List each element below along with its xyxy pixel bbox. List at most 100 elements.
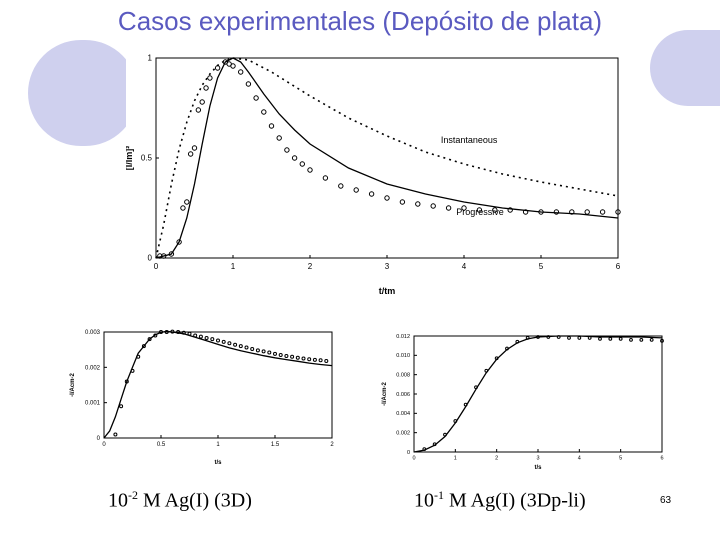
y-tick-label: 0.010 <box>396 353 410 359</box>
data-point-experimental <box>461 205 467 211</box>
data-point-experimental <box>267 350 272 355</box>
data-point-experimental <box>159 330 163 334</box>
data-point-experimental <box>660 338 664 343</box>
data-point-experimental <box>384 195 390 201</box>
caption-3dp-li-exponent: -1 <box>434 488 444 502</box>
data-point-experimental <box>198 334 203 339</box>
caption-3d: 10-2 M Ag(I) (3D) <box>108 488 252 513</box>
data-point-experimental <box>210 337 215 342</box>
data-point-experimental <box>141 344 146 349</box>
x-tick-label: 3 <box>536 456 539 462</box>
x-tick-label: 0 <box>412 456 415 462</box>
data-point-experimental <box>221 339 226 344</box>
y-axis-label: -I/Acm-2 <box>70 373 76 397</box>
x-tick-label: 6 <box>616 262 621 271</box>
data-point-experimental <box>584 209 590 215</box>
data-point-experimental <box>445 205 452 211</box>
data-point-experimental <box>124 379 129 384</box>
y-tick-label: 0.5 <box>141 154 153 163</box>
x-tick-label: 2 <box>330 442 334 448</box>
x-tick-label: 1 <box>454 456 457 462</box>
y-tick-label: 0.008 <box>396 373 410 379</box>
y-tick-label: 1 <box>148 54 153 63</box>
x-tick-label: 4 <box>578 456 581 462</box>
data-point-experimental <box>515 339 520 344</box>
data-point-experimental <box>273 351 277 356</box>
data-point-experimental <box>278 352 283 357</box>
data-point-experimental <box>168 251 175 257</box>
data-point-experimental <box>147 337 152 342</box>
annotation-progressive: Progressive <box>456 207 504 217</box>
data-point-experimental <box>368 191 375 197</box>
data-point-experimental <box>474 385 478 390</box>
x-axis-label: t/tm <box>379 286 396 296</box>
chart-3dp-li-svg: 0 1 2 3 4 5 6 0 0.002 0.004 0.006 0.008 0.010 0.012 t/… <box>382 334 664 471</box>
series-line-model <box>103 330 333 439</box>
data-point-experimental <box>238 69 244 75</box>
data-point-experimental <box>261 349 266 354</box>
data-point-experimental <box>253 95 259 101</box>
data-point-experimental <box>553 209 560 215</box>
data-point-experimental <box>322 175 329 181</box>
data-point-experimental <box>307 167 313 173</box>
x-tick-label: 1 <box>231 262 236 271</box>
data-point-experimental <box>187 151 194 157</box>
plot-frame <box>103 331 333 439</box>
data-point-experimental <box>184 199 190 205</box>
data-point-experimental <box>176 330 181 334</box>
data-point-experimental <box>176 239 182 245</box>
x-tick-label: 0.5 <box>157 442 166 448</box>
data-point-experimental <box>599 209 606 215</box>
data-point-experimental <box>195 107 202 113</box>
data-point-experimental <box>157 253 163 259</box>
x-tick-label: 2 <box>495 456 498 462</box>
chart-3d-transient: 0 0.5 1 1.5 2 0 0.001 0.002 0.003 t/s -I/Acm-2 <box>64 326 340 476</box>
data-point-experimental <box>207 75 213 81</box>
y-tick-label: 0.001 <box>85 401 101 407</box>
data-point-experimental <box>522 209 529 215</box>
data-point-experimental <box>615 209 621 215</box>
x-tick-label: 4 <box>462 262 467 271</box>
data-point-experimental <box>415 201 421 207</box>
chart-main-svg: 0 1 2 3 4 5 6 0 0.5 1 t/tm [I/Im]² Instantaneous Prog… <box>126 54 621 296</box>
plot-frame <box>155 57 619 259</box>
data-point-experimental <box>291 155 298 161</box>
data-point-experimental <box>119 404 124 409</box>
x-tick-label: 1 <box>216 442 220 448</box>
x-tick-label: 5 <box>539 262 544 271</box>
data-point-experimental <box>164 330 169 334</box>
decorative-circle-right <box>650 30 720 106</box>
data-point-experimental <box>598 337 602 341</box>
y-tick-label: 0.003 <box>85 330 101 336</box>
y-axis-label: [I/Im]² <box>126 146 134 171</box>
data-point-experimental <box>284 354 289 359</box>
data-point-experimental <box>204 336 209 341</box>
data-point-experimental <box>130 368 135 373</box>
y-tick-label: 0 <box>148 254 153 263</box>
x-tick-label: 0 <box>102 442 106 448</box>
y-tick-label: 0.004 <box>396 411 410 417</box>
data-point-experimental <box>608 337 613 341</box>
caption-3d-exponent: -2 <box>128 488 138 502</box>
data-point-experimental <box>295 355 300 360</box>
data-point-experimental <box>318 358 323 363</box>
chart-3dp-li-transient: 0 1 2 3 4 5 6 0 0.002 0.004 0.006 0.008 0.010 0.012 t/… <box>378 322 668 472</box>
data-point-experimental <box>618 337 623 341</box>
data-point-experimental <box>214 65 221 71</box>
data-point-experimental <box>299 161 306 167</box>
data-point-experimental <box>255 348 260 353</box>
data-point-experimental <box>113 432 118 437</box>
data-point-experimental <box>546 335 551 339</box>
caption-3d-rest: M Ag(I) (3D) <box>138 489 252 512</box>
x-tick-label: 0 <box>154 262 159 271</box>
y-axis-label: -I/Acm-2 <box>382 382 388 406</box>
data-point-experimental <box>181 330 186 335</box>
data-point-experimental <box>507 207 513 213</box>
data-point-experimental <box>193 333 198 338</box>
data-point-experimental <box>577 336 582 340</box>
data-point-experimental <box>556 335 561 339</box>
chart-main-normalized-transients: 0 1 2 3 4 5 6 0 0.5 1 t/tm [I/Im]² Instantaneous Prog… <box>126 46 626 304</box>
data-point-experimental <box>525 336 530 340</box>
data-point-experimental <box>187 331 192 336</box>
data-point-experimental <box>180 205 186 211</box>
